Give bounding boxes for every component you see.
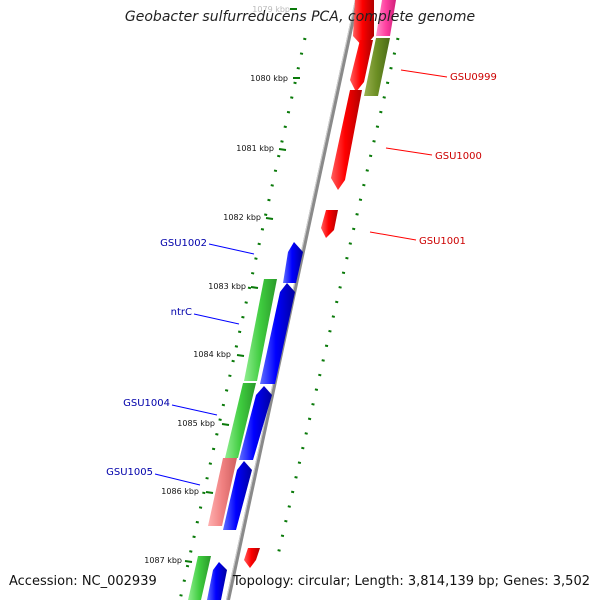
- tick-label: 1082 kbp: [223, 213, 261, 222]
- topology-text: Topology: circular; Length: 3,814,139 bp…: [232, 574, 590, 589]
- tick-1080: 1080 kbp: [250, 74, 300, 83]
- tick-1087: 1087 kbp: [144, 556, 193, 565]
- cds-arrow-gsu1001[interactable]: [321, 210, 338, 238]
- map-title: Geobacter sulfurreducens PCA, complete g…: [124, 9, 476, 25]
- cds-arrow-gsu0999[interactable]: [350, 40, 373, 92]
- gene-label-text[interactable]: GSU1002: [160, 238, 207, 249]
- gene-label-text[interactable]: GSU1001: [419, 236, 466, 247]
- forward-cds-track: [207, 242, 303, 600]
- gene-label-text[interactable]: GSU1005: [106, 467, 153, 478]
- tick-label: 1083 kbp: [208, 282, 246, 291]
- gene-label-gsu1001[interactable]: GSU1001: [369, 231, 466, 247]
- tick-label: 1084 kbp: [193, 350, 231, 359]
- gene-label-text[interactable]: GSU1000: [435, 151, 482, 162]
- gene-label-gsu1005[interactable]: GSU1005: [106, 467, 201, 486]
- forward-feature-track: [188, 279, 277, 600]
- tick-1082: 1082 kbp: [223, 213, 274, 222]
- gene-label-gsu1002[interactable]: GSU1002: [160, 238, 255, 255]
- tick-1085: 1085 kbp: [177, 419, 230, 428]
- tick-label: 1079 kbp: [252, 5, 290, 14]
- feature-green-gsu1004: [225, 383, 256, 458]
- tick-label: 1087 kbp: [144, 556, 182, 565]
- feature-green-bottom: [188, 556, 211, 600]
- tick-1081: 1081 kbp: [236, 144, 287, 153]
- feature-magenta: [376, 0, 396, 36]
- reverse-cds-track: [244, 0, 374, 568]
- gene-label-ntrc[interactable]: ntrC: [171, 307, 240, 325]
- cds-arrow-top[interactable]: [353, 0, 374, 48]
- feature-olive-gsu0999: [364, 38, 390, 96]
- cds-arrow-ntrc[interactable]: [260, 283, 295, 384]
- gc-content-track-right: [276, 37, 400, 556]
- gene-label-gsu0999[interactable]: GSU0999: [400, 69, 497, 83]
- gene-label-gsu1004[interactable]: GSU1004: [123, 398, 218, 416]
- tick-1083: 1083 kbp: [208, 282, 259, 291]
- tick-1079: 1079 kbp: [252, 5, 297, 14]
- gene-label-text[interactable]: GSU0999: [450, 72, 497, 83]
- cds-arrow-bottom-forward[interactable]: [207, 562, 227, 600]
- feature-green-ntrc: [244, 279, 277, 381]
- feature-pink-gsu1005: [208, 458, 237, 526]
- cds-arrow-gsu1004[interactable]: [239, 386, 272, 460]
- cds-arrow-gsu1005[interactable]: [223, 461, 252, 530]
- accession-text: Accession: NC_002939: [9, 574, 157, 589]
- tick-1084: 1084 kbp: [193, 350, 245, 359]
- cds-arrow-gsu1000[interactable]: [331, 90, 362, 190]
- tick-label: 1080 kbp: [250, 74, 288, 83]
- gene-label-text[interactable]: ntrC: [171, 307, 192, 318]
- gene-label-text[interactable]: GSU1004: [123, 398, 170, 409]
- cds-arrow-bottom[interactable]: [244, 548, 260, 568]
- tick-label: 1085 kbp: [177, 419, 215, 428]
- gene-label-gsu1000[interactable]: GSU1000: [385, 147, 482, 162]
- tick-label: 1081 kbp: [236, 144, 274, 153]
- tick-1086: 1086 kbp: [161, 487, 214, 496]
- cds-arrow-gsu1002[interactable]: [283, 242, 303, 283]
- tick-label: 1086 kbp: [161, 487, 199, 496]
